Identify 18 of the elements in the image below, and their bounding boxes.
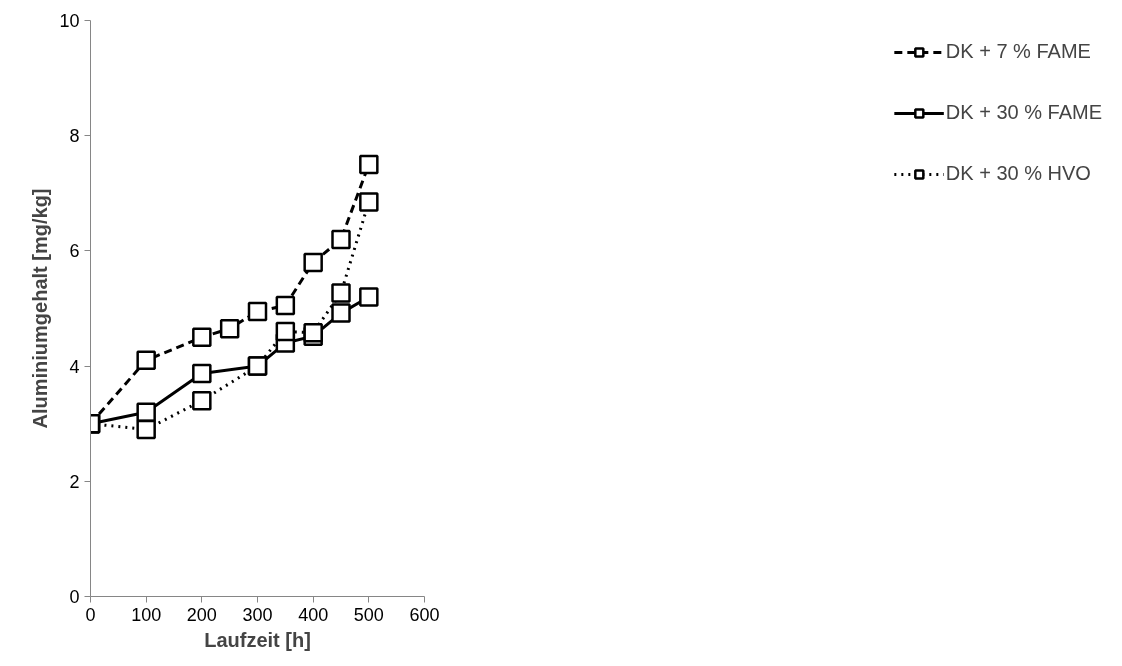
y-tick-label: 10 <box>59 11 80 31</box>
y-tick-label: 2 <box>69 471 80 492</box>
legend-label: DK + 30 % HVO <box>945 162 1091 185</box>
x-tick-label: 500 <box>353 604 384 625</box>
x-tick-label: 0 <box>85 604 96 625</box>
legend-label: DK + 30 % FAME <box>945 101 1102 124</box>
y-tick-label: 8 <box>69 126 80 147</box>
x-axis-title: Laufzeit [h] <box>204 628 311 651</box>
x-tick-label: 300 <box>242 604 273 625</box>
x-tick-label: 600 <box>409 604 440 625</box>
x-tick-label: 400 <box>298 604 329 625</box>
x-tick-label: 100 <box>131 604 162 625</box>
y-tick-label: 4 <box>69 356 80 377</box>
y-axis-title: Aluminiumgehalt [mg/kg] <box>29 188 52 429</box>
y-tick-label: 0 <box>69 587 80 607</box>
y-tick-label: 6 <box>69 241 80 262</box>
legend-label: DK + 7 % FAME <box>945 40 1091 63</box>
x-tick-label: 200 <box>186 604 217 625</box>
